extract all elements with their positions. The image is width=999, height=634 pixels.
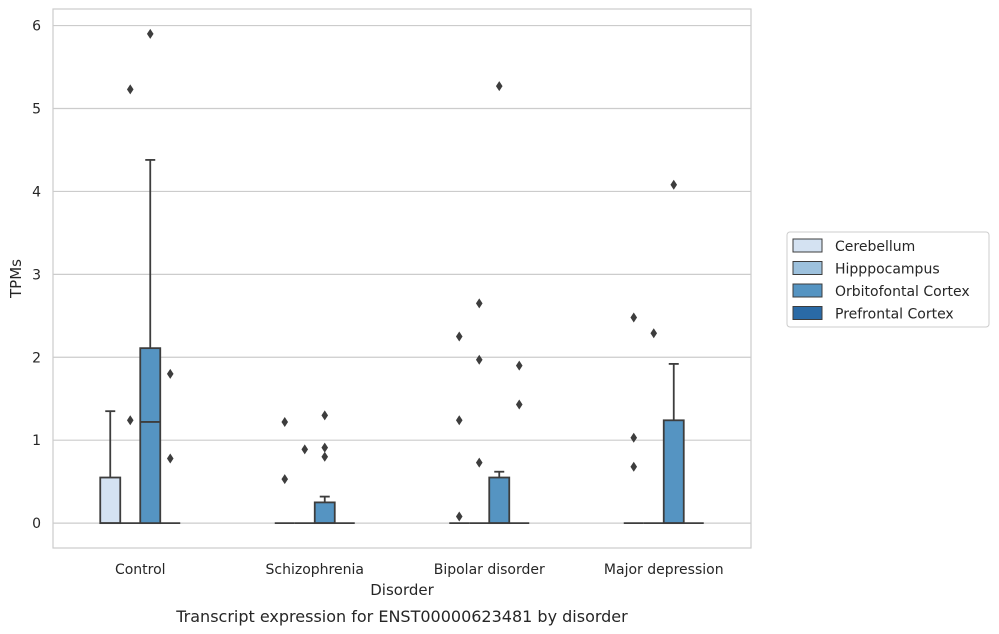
box-hipppocampus [294,444,315,525]
outlier-point [515,360,523,371]
boxes [99,28,704,525]
box-hipppocampus [120,84,141,525]
box-hipppocampus [643,328,664,525]
x-axis-label: Disorder [370,581,434,599]
legend-label: Orbitofontal Cortex [835,284,970,300]
legend-item: Cerebellum [792,238,915,255]
y-axis-label: TPMs [7,259,25,299]
y-tick-label: 0 [32,516,41,532]
outlier-point [515,399,523,410]
box-prefrontal-cortex [509,360,530,525]
outlier-point [281,416,289,427]
outlier-point [475,354,483,365]
legend-swatch [792,283,823,298]
outlier-point [126,84,134,95]
legend-label: Prefrontal Cortex [835,307,954,323]
box-body [139,347,162,525]
legend: Cerebellum Hipppocampus Orbitofontal Corte… [786,231,990,328]
y-tick-label: 6 [32,19,41,35]
legend-item: Orbitofontal Cortex [792,283,970,300]
legend-item: Prefrontal Cortex [792,306,954,323]
y-tick-label: 3 [32,267,41,283]
legend-frame [786,231,990,328]
outlier-point [126,415,134,426]
box-cerebellum [99,410,122,525]
box-body [488,476,511,525]
outlier-point [321,442,329,453]
outlier-point [475,298,483,309]
outlier-point [630,312,638,323]
y-tick-label: 2 [32,350,41,366]
outlier-point [475,457,483,468]
y-tick-labels: 0 1 2 3 4 5 6 [32,19,41,533]
outlier-point [630,432,638,443]
outlier-point [281,474,289,485]
x-tick-label: Bipolar disorder [434,562,545,578]
outlier-point [455,415,463,426]
outlier-point [650,328,658,339]
outlier-point [455,511,463,522]
x-tick-label: Control [115,562,166,578]
chart-caption: Transcript expression for ENST0000062348… [175,607,628,626]
legend-swatch [792,238,823,253]
outlier-point [321,451,329,462]
x-tick-label: Schizophrenia [266,562,364,578]
y-tick-label: 1 [32,433,41,449]
x-tick-label: Major depression [604,562,724,578]
y-tick-label: 4 [32,184,41,200]
grid-lines [53,24,751,524]
box-hipppocampus [469,298,490,525]
y-tick-label: 5 [32,102,41,118]
x-tick-labels: Control Schizophrenia Bipolar disorder Majo… [115,562,724,578]
outlier-point [495,81,503,92]
box-orbitofontal-cortex [139,28,162,525]
box-body [99,476,122,525]
legend-label: Cerebellum [835,239,915,255]
legend-swatch [792,306,823,320]
box-body [662,419,685,525]
box-cerebellum [449,331,470,525]
box-orbitofontal-cortex [488,81,511,525]
outlier-point [301,444,309,455]
legend-swatch [792,261,823,275]
outlier-point [630,461,638,472]
legend-item: Hipppocampus [792,261,940,278]
outlier-point [166,368,174,379]
box-orbitofontal-cortex [313,410,336,525]
outlier-point [166,453,174,464]
outlier-point [321,410,329,421]
box-cerebellum [623,312,644,525]
legend-label: Hipppocampus [835,262,940,278]
box-cerebellum [274,416,295,525]
plot-area-frame [52,8,752,549]
outlier-point [455,331,463,342]
outlier-point [146,28,154,39]
box-prefrontal-cortex [160,368,181,525]
outlier-point [670,179,678,190]
box-orbitofontal-cortex [662,179,685,525]
box-body [313,501,336,525]
